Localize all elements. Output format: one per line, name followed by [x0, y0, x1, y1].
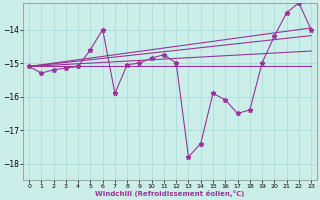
X-axis label: Windchill (Refroidissement éolien,°C): Windchill (Refroidissement éolien,°C) — [95, 190, 245, 197]
